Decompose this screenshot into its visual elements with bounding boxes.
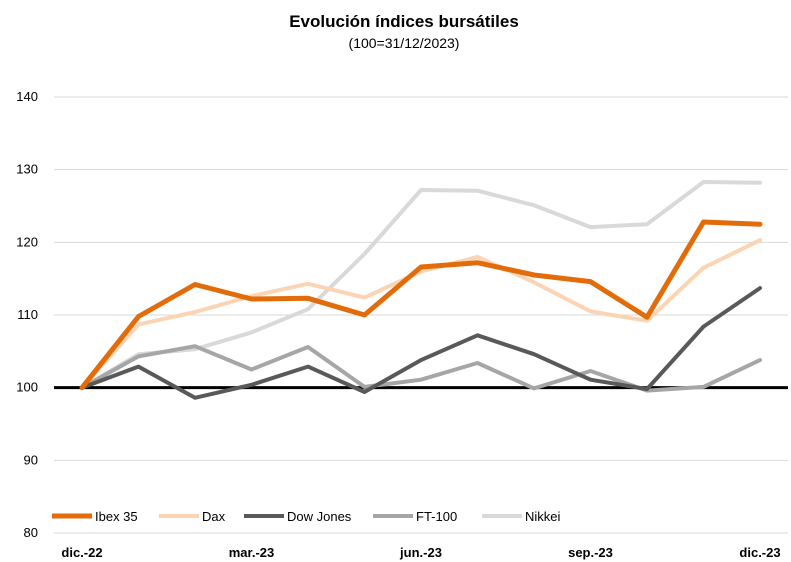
legend-label: FT-100 <box>416 509 457 524</box>
chart-title: Evolución índices bursátiles <box>289 12 519 31</box>
x-tick-label: mar.-23 <box>229 545 275 560</box>
legend: Ibex 35 Dax Dow Jones FT-100 Nikkei <box>52 509 561 524</box>
series-line-nikkei <box>80 180 762 390</box>
legend-label: Ibex 35 <box>95 509 138 524</box>
y-tick-label: 90 <box>24 452 38 467</box>
y-tick-label: 80 <box>24 525 38 540</box>
y-tick-label: 130 <box>16 162 38 177</box>
x-tick-label: dic.-23 <box>739 545 780 560</box>
series-line-dow-jones <box>80 286 762 400</box>
chart-subtitle: (100=31/12/2023) <box>349 35 460 51</box>
series-line-dax <box>80 238 762 390</box>
series-lines <box>79 180 763 400</box>
y-tick-label: 110 <box>17 307 38 322</box>
series-line-ft-100 <box>80 344 762 393</box>
x-tick-label: dic.-22 <box>61 545 102 560</box>
y-tick-label: 100 <box>16 380 38 395</box>
x-tick-label: sep.-23 <box>568 545 613 560</box>
legend-label: Dow Jones <box>287 509 352 524</box>
x-axis-ticks: dic.-22 mar.-23 jun.-23 sep.-23 dic.-23 <box>61 545 780 560</box>
gridlines <box>54 96 788 534</box>
series-line-ibex-35 <box>79 219 763 391</box>
y-tick-label: 140 <box>16 89 38 104</box>
legend-label: Dax <box>202 509 226 524</box>
y-axis-ticks: 80 90 100 110 120 130 140 <box>16 89 38 540</box>
x-tick-label: jun.-23 <box>399 545 442 560</box>
legend-label: Nikkei <box>525 509 561 524</box>
y-tick-label: 120 <box>16 234 38 249</box>
